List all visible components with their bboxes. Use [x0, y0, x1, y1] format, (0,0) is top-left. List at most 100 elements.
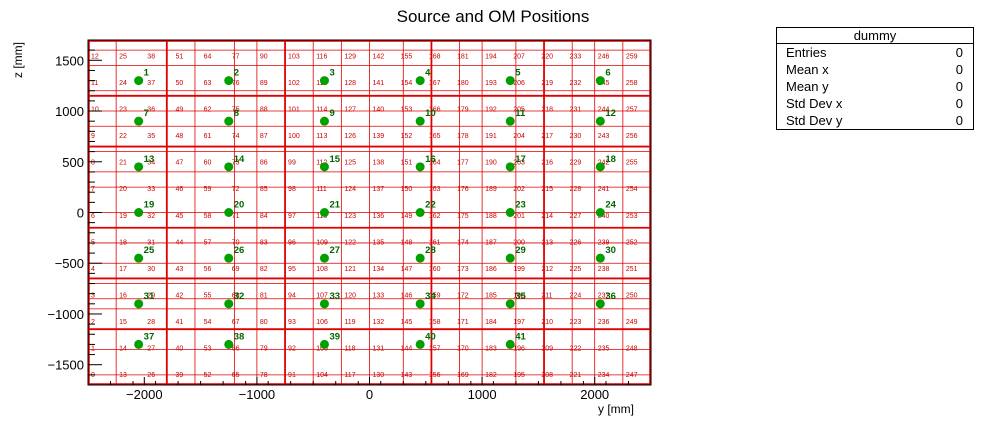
om-cell-label: 99 [288, 160, 296, 167]
om-cell-label: 108 [316, 266, 328, 273]
source-label: 4 [425, 68, 431, 79]
om-cell-label: 159 [429, 292, 441, 299]
source-label: 27 [329, 245, 340, 256]
axes: −2000 −1000 0 1000 2000−1500−1000−5000500100… [47, 39, 652, 402]
y-axis-label: z [mm] [11, 42, 25, 78]
om-cell-label: 178 [457, 133, 469, 140]
source-point [595, 116, 605, 126]
om-cell-label: 170 [457, 345, 469, 352]
source-point [415, 208, 425, 217]
om-cell-label: 217 [541, 133, 553, 140]
om-cell-label: 52 [204, 372, 212, 379]
om-cell-label: 158 [429, 319, 441, 326]
om-cell-label: 207 [513, 54, 525, 61]
om-cell-label: 140 [373, 107, 385, 114]
stats-value: 0 [955, 45, 963, 60]
om-cell-label: 44 [175, 239, 183, 246]
om-cell-label: 51 [175, 54, 183, 61]
om-cell-label: 175 [457, 213, 469, 220]
om-cell-label: 123 [344, 213, 356, 220]
om-cell-label: 221 [570, 372, 582, 379]
om-cell-label: 94 [288, 292, 296, 299]
om-cell-label: 188 [485, 213, 497, 220]
om-cell-label: 152 [401, 133, 413, 140]
om-cell-label: 75 [232, 107, 240, 114]
stats-label: Std Dev x [786, 96, 843, 111]
om-cell-label: 38 [147, 54, 155, 61]
om-cell-label: 203 [513, 160, 525, 167]
om-cell-label: 147 [401, 266, 413, 273]
source-point [134, 162, 144, 172]
om-cell-label: 90 [260, 54, 268, 61]
om-cell-label: 83 [260, 239, 268, 246]
om-cell-label: 190 [485, 160, 497, 167]
om-cell-label: 109 [316, 239, 328, 246]
om-cell-label: 204 [513, 133, 525, 140]
x-tick-label: −2000 [126, 387, 163, 402]
om-cell-label: 242 [598, 160, 610, 167]
om-cell-label: 187 [485, 239, 497, 246]
om-cell-label: 85 [260, 186, 268, 193]
om-cell-label: 2 [91, 319, 95, 326]
stats-value: 0 [955, 62, 963, 77]
source-label: 33 [329, 291, 340, 302]
source-label: 13 [144, 154, 155, 165]
om-cell-label: 54 [204, 319, 212, 326]
om-cell-label: 48 [175, 133, 183, 140]
om-cell-label: 116 [316, 54, 327, 61]
om-cell-label: 18 [119, 239, 127, 246]
stats-value: 0 [955, 79, 963, 94]
om-cell-label: 218 [541, 107, 553, 114]
om-cell-label: 59 [204, 186, 212, 193]
source-label: 7 [144, 108, 149, 119]
source-label: 29 [515, 245, 526, 256]
om-cell-label: 3 [91, 292, 95, 299]
om-cell-label: 130 [373, 372, 385, 379]
om-cell-label: 257 [626, 107, 638, 114]
om-cell-label: 58 [204, 213, 212, 220]
stats-row-mean-y: Mean y 0 [777, 78, 973, 95]
stats-value: 0 [955, 113, 963, 128]
stats-box: dummy Entries 0 Mean x 0 Mean y 0 Std Dev x… [776, 27, 974, 130]
om-cell-label: 253 [626, 213, 638, 220]
source-label: 39 [329, 331, 340, 342]
source-label: 1 [144, 68, 150, 79]
om-cells: 0123456789101112131415161718192021222324… [87, 39, 652, 386]
om-cell-label: 65 [232, 372, 240, 379]
om-cell-label: 252 [626, 239, 638, 246]
source-label: 36 [605, 291, 616, 302]
y-tick-label: 1000 [55, 104, 84, 119]
om-cell-label: 237 [598, 292, 610, 299]
source-label: 20 [234, 200, 245, 211]
om-cell-label: 117 [344, 372, 355, 379]
om-cell-label: 197 [513, 319, 525, 326]
om-cell-label: 215 [541, 186, 553, 193]
om-cell-label: 97 [288, 213, 296, 220]
om-cell-label: 101 [288, 107, 300, 114]
om-cell-label: 200 [513, 239, 525, 246]
om-cell-label: 120 [344, 292, 356, 299]
source-label: 25 [144, 245, 155, 256]
om-cell-label: 176 [457, 186, 469, 193]
source-point [415, 162, 425, 172]
source-point [134, 76, 144, 86]
om-cell-label: 102 [288, 80, 300, 87]
om-cell-label: 34 [147, 160, 155, 167]
om-cell-label: 166 [429, 107, 441, 114]
om-cell-label: 146 [401, 292, 413, 299]
source-point [505, 339, 515, 349]
om-cell-label: 127 [344, 107, 356, 114]
source-label: 17 [515, 154, 526, 165]
om-cell-label: 220 [541, 54, 553, 61]
om-cell-label: 255 [626, 160, 638, 167]
om-cell-label: 199 [513, 266, 525, 273]
om-cell-label: 55 [204, 292, 212, 299]
om-cell-label: 173 [457, 266, 469, 273]
x-tick-label: −1000 [239, 387, 276, 402]
om-cell-label: 211 [541, 292, 552, 299]
om-cell-label: 132 [373, 319, 385, 326]
source-label: 22 [425, 200, 436, 211]
source-point [415, 76, 425, 86]
om-cell-label: 29 [147, 292, 155, 299]
